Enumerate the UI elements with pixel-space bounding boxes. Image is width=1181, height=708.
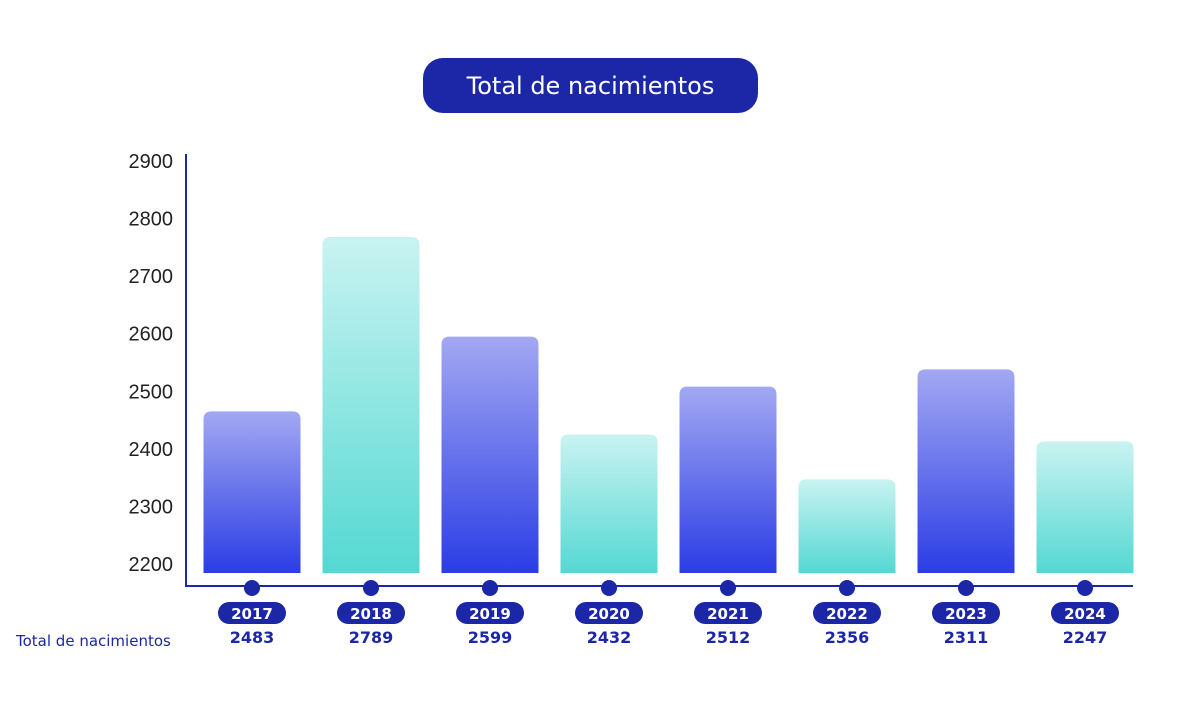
y-axis-ticks: 2900 2800 2700 2600 2500 2400 2300 2200: [129, 151, 174, 576]
axis-marker-dot: [1077, 580, 1093, 596]
y-tick-label: 2700: [129, 266, 174, 288]
year-pill: [694, 602, 762, 624]
year-pill: [337, 602, 405, 624]
chart-title: Total de nacimientos: [423, 58, 758, 113]
x-tick-label: 2020: [588, 605, 630, 623]
x-tick-label: 2023: [945, 605, 987, 623]
axis-marker-dot: [601, 580, 617, 596]
row-label: Total de nacimientos: [16, 632, 171, 650]
bar-2018: [322, 236, 420, 573]
axis-marker-dot: [839, 580, 855, 596]
x-axis-labels: 2017 2483 2018 2789 2019 2599 2020 2432 2021 2512…: [218, 580, 1119, 647]
y-tick-label: 2600: [129, 324, 174, 346]
year-pill: [932, 602, 1000, 624]
axis-marker-dot: [720, 580, 736, 596]
year-pill: [456, 602, 524, 624]
x-tick-label: 2019: [469, 605, 511, 623]
y-tick-label: 2200: [129, 554, 174, 576]
y-tick-label: 2500: [129, 381, 174, 403]
axis-marker-dot: [244, 580, 260, 596]
axis-marker-dot: [958, 580, 974, 596]
bar-2020: [560, 434, 658, 573]
bar-2019: [441, 336, 539, 573]
bar-2022: [798, 479, 896, 573]
x-tick-label: 2018: [350, 605, 392, 623]
y-tick-label: 2900: [129, 151, 174, 173]
year-pill: [575, 602, 643, 624]
data-value-label: 2789: [349, 628, 394, 647]
y-tick-label: 2800: [129, 209, 174, 231]
y-tick-label: 2400: [129, 439, 174, 461]
x-tick-label: 2021: [707, 605, 749, 623]
bar-2021: [679, 386, 777, 573]
year-pill: [218, 602, 286, 624]
data-value-label: 2432: [587, 628, 632, 647]
data-value-label: 2356: [825, 628, 870, 647]
axis-marker-dot: [363, 580, 379, 596]
bar-2024: [1036, 441, 1134, 573]
bar-2017: [203, 411, 301, 573]
y-tick-label: 2300: [129, 496, 174, 518]
x-tick-label: 2022: [826, 605, 868, 623]
data-value-label: 2247: [1063, 628, 1108, 647]
year-pill: [1051, 602, 1119, 624]
bar-2023: [917, 369, 1015, 573]
data-value-label: 2483: [230, 628, 275, 647]
axis-marker-dot: [482, 580, 498, 596]
bars: [203, 236, 1134, 573]
data-value-label: 2599: [468, 628, 513, 647]
year-pill: [813, 602, 881, 624]
data-value-label: 2311: [944, 628, 989, 647]
x-tick-label: 2024: [1064, 605, 1106, 623]
data-value-label: 2512: [706, 628, 751, 647]
x-tick-label: 2017: [231, 605, 273, 623]
